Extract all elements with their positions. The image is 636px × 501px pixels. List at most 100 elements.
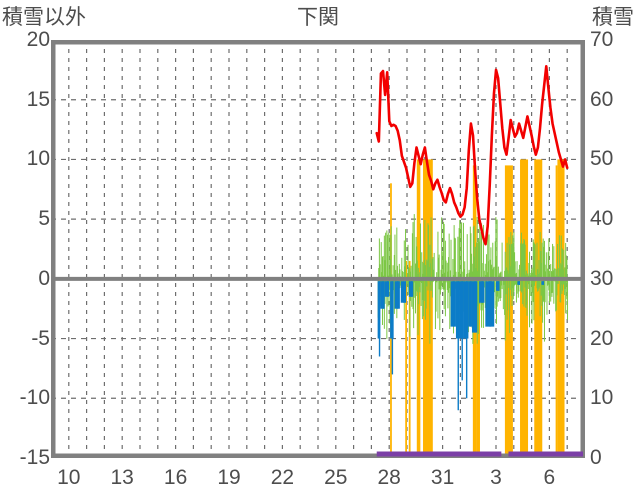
rain-bar — [434, 278, 436, 330]
right-tick-20: 20 — [590, 326, 614, 350]
rain-bar — [548, 238, 550, 291]
rain-bar — [532, 272, 534, 293]
snowfall-spike-11 — [470, 281, 472, 327]
rain-bar — [433, 269, 435, 282]
rain-bar — [402, 271, 404, 280]
rain-bar — [461, 222, 463, 326]
left-tick--15: -15 — [19, 446, 50, 469]
rain-bar — [443, 221, 445, 290]
rain-bar — [469, 226, 471, 284]
rain-bar — [416, 246, 418, 291]
snow-bar-11 — [555, 165, 558, 458]
rain-bar — [514, 252, 516, 286]
left-tick-15: 15 — [26, 87, 50, 111]
snowfall-spike-14 — [489, 281, 492, 327]
rain-bar — [499, 273, 501, 299]
rain-bar — [466, 234, 468, 290]
rain-bar — [542, 238, 544, 301]
left-tick-20: 20 — [26, 28, 50, 51]
snow-bar-7 — [476, 243, 480, 458]
rain-bar — [400, 277, 402, 285]
rain-bar — [380, 242, 382, 292]
rain-bar — [418, 267, 420, 305]
right-axis-title: 積雪 — [592, 6, 634, 29]
rain-bar — [444, 272, 446, 290]
rain-bar — [560, 263, 562, 303]
rain-bar — [521, 243, 523, 292]
rain-bar — [502, 277, 504, 310]
left-tick--5: -5 — [31, 326, 50, 350]
rain-bar — [438, 254, 440, 290]
rain-bar — [448, 257, 450, 293]
left-tick--10: -10 — [19, 386, 50, 410]
left-tick-0: 0 — [38, 266, 50, 290]
rain-bar — [394, 234, 396, 285]
right-tick-0: 0 — [590, 446, 602, 469]
rain-bar — [501, 242, 503, 290]
rain-bar — [553, 246, 555, 304]
left-tick-5: 5 — [38, 207, 50, 231]
temperature-line — [375, 64, 569, 246]
snow-bar-2 — [423, 159, 433, 458]
rain-bar — [390, 226, 392, 290]
x-tick-16: 16 — [163, 466, 188, 489]
rain-bar — [413, 278, 415, 329]
rain-bar — [528, 262, 530, 285]
rain-bar — [512, 235, 514, 289]
rain-bar — [407, 244, 409, 296]
rain-bar — [422, 273, 424, 300]
rain-bar — [534, 243, 536, 286]
rain-bar — [490, 247, 492, 306]
rain-bar — [508, 237, 510, 289]
snow-bar-8 — [504, 165, 513, 458]
rain-bar — [552, 243, 554, 293]
rain-bar — [442, 276, 444, 290]
rain-bar — [454, 238, 456, 280]
rain-bar — [416, 260, 418, 293]
rain-bar — [544, 264, 546, 303]
rain-bar — [523, 238, 525, 307]
rain-bar — [424, 265, 426, 320]
rain-bar — [519, 264, 521, 285]
rain-bar — [548, 271, 550, 304]
x-tick-6: 6 — [543, 466, 556, 489]
rain-bar — [482, 224, 484, 328]
rain-bar — [419, 223, 421, 282]
rain-bar — [443, 223, 445, 310]
rain-bar — [415, 263, 417, 314]
rain-bar — [525, 270, 527, 305]
left-tick-10: 10 — [26, 147, 50, 171]
x-tick-10: 10 — [57, 466, 81, 489]
rain-bar — [530, 272, 532, 296]
rain-bar — [566, 258, 568, 283]
snowfall-spike-7 — [453, 281, 455, 327]
rain-bar — [421, 261, 423, 320]
rain-bar — [386, 234, 388, 290]
rain-bar — [531, 267, 533, 324]
rain-bar — [491, 264, 493, 287]
rain-bar — [500, 276, 502, 286]
rain-bar — [555, 269, 557, 311]
rain-bar — [404, 266, 406, 280]
rain-bar — [470, 233, 472, 285]
rain-bar — [480, 231, 482, 311]
snowfall-spike-6 — [410, 281, 413, 297]
rain-bar — [522, 243, 524, 280]
rain-bar — [515, 272, 517, 303]
rain-bar — [411, 233, 413, 282]
rain-bar — [429, 263, 431, 286]
snow-bar-12 — [557, 159, 565, 458]
rain-bar — [474, 246, 476, 281]
lines — [375, 64, 569, 246]
rain-bar — [529, 251, 531, 328]
rain-bar — [415, 236, 417, 297]
rain-bar — [396, 227, 398, 319]
rain-bar — [533, 242, 535, 321]
rain-bar — [503, 278, 505, 285]
rain-bar — [556, 274, 558, 296]
rain-bar — [426, 261, 428, 279]
rain-bar — [449, 277, 451, 330]
snowfall-spike-5 — [403, 281, 405, 303]
rain-bar — [488, 234, 490, 288]
